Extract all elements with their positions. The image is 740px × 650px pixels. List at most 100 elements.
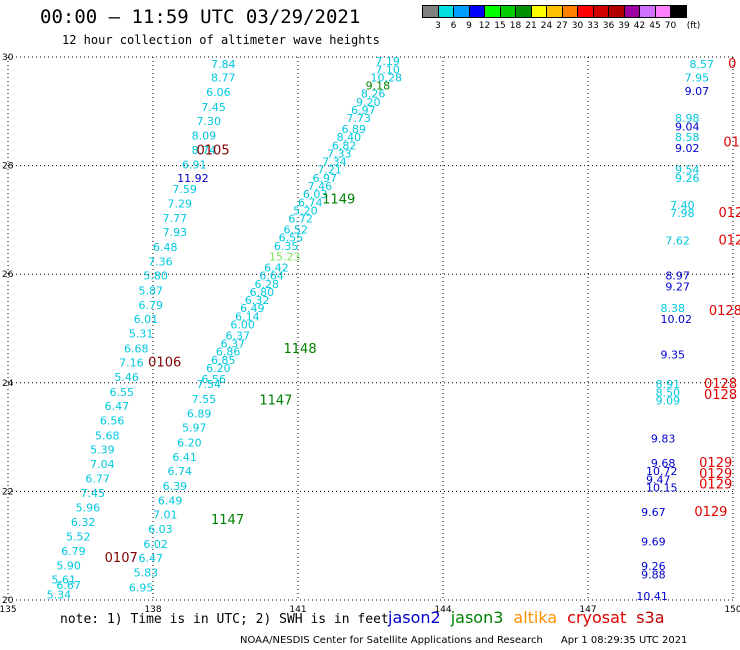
wave-height-label: 6.48 — [153, 241, 178, 254]
wave-height-label: 7.36 — [148, 256, 173, 269]
lon-tick-label: 147 — [579, 605, 596, 615]
colorbar-label: 15 — [494, 21, 506, 31]
wave-height-label: 6.14 — [235, 310, 260, 323]
wave-height-label: 6.56 — [201, 373, 226, 386]
wave-height-label: 7.40 — [670, 199, 695, 212]
wave-height-label: 6.00 — [230, 319, 255, 332]
wave-height-label: 10.15 — [646, 481, 678, 494]
wave-height-label: 7.19 — [375, 55, 400, 68]
wave-height-label: 8.77 — [211, 71, 236, 84]
wave-height-label: 6.03 — [148, 523, 173, 536]
wave-height-label: 6.72 — [288, 213, 313, 226]
wave-height-label: 5.90 — [56, 560, 80, 573]
wave-height-label: 7.54 — [197, 378, 222, 391]
lon-tick-label: 141 — [289, 605, 306, 615]
lat-tick-label: 26 — [2, 270, 14, 280]
wave-height-label: 6.97 — [313, 172, 338, 185]
lat-tick-label: 24 — [2, 379, 14, 389]
wave-height-label: 5.96 — [76, 501, 101, 514]
colorbar-label: 27 — [556, 21, 568, 31]
wave-height-label: 6.68 — [124, 342, 149, 355]
wave-height-label: 9.83 — [651, 433, 676, 446]
wave-height-label: 7.98 — [670, 207, 695, 220]
wave-height-label: 5.68 — [95, 429, 120, 442]
wave-height-label: 6.52 — [284, 223, 309, 236]
wave-height-label: 6.82 — [332, 139, 357, 152]
lon-tick-label: 144 — [434, 605, 451, 615]
wave-height-label: 6.37 — [221, 338, 246, 351]
track-id-label: 012 — [719, 233, 740, 248]
track-id-label: 0 — [728, 57, 736, 72]
lon-tick-label: 135 — [0, 605, 17, 615]
wave-height-label: 5.46 — [114, 371, 139, 384]
wave-height-label: 7.84 — [211, 58, 236, 71]
colorbar-label: 42 — [633, 21, 646, 31]
wave-height-label: 9.69 — [641, 536, 666, 549]
wave-height-label: 5.52 — [66, 530, 91, 543]
track-id-label: 0129 — [699, 467, 732, 482]
wave-height-label: 9.26 — [641, 560, 666, 573]
colorbar-swatch — [670, 5, 687, 18]
satellite-legend-item: s3a — [636, 608, 665, 627]
colorbar-label: 3 — [435, 21, 441, 31]
lat-tick-label: 22 — [2, 487, 13, 497]
wave-height-label: 9.09 — [656, 395, 681, 408]
track-id-label: 0128 — [704, 388, 737, 403]
colorbar-label: 33 — [587, 21, 599, 31]
wave-height-label: 5.87 — [139, 284, 164, 297]
lon-tick-label: 150 — [724, 605, 740, 615]
wave-height-label: 6.47 — [139, 552, 164, 565]
wave-height-label: 7.62 — [665, 234, 690, 247]
wave-height-label: 8.09 — [192, 130, 217, 143]
wave-height-label: 6.89 — [187, 408, 212, 421]
wave-height-label: 9.35 — [661, 348, 686, 361]
wave-height-label: 6.97 — [351, 104, 376, 117]
wave-height-label: 5.39 — [90, 443, 115, 456]
colorbar-label: 36 — [602, 21, 615, 31]
wave-height-label: 9.68 — [651, 457, 676, 470]
track-id-label: 0105 — [197, 144, 230, 159]
wave-height-label: 8.98 — [675, 112, 700, 125]
track-id-label: 0129 — [699, 478, 732, 493]
track-id-label: 1149 — [322, 193, 355, 208]
satellite-legend-item: jason2 — [388, 608, 441, 627]
wave-height-label: 5.20 — [293, 204, 318, 217]
colorbar — [422, 5, 687, 18]
wave-height-label: 6.03 — [303, 188, 328, 201]
page-subtitle: 12 hour collection of altimeter wave hei… — [62, 33, 380, 47]
wave-height-label: 6.37 — [226, 329, 251, 342]
colorbar-label: 39 — [618, 21, 630, 31]
credit-date: Apr 1 08:29:35 UTC 2021 — [560, 635, 688, 646]
colorbar-label: 12 — [478, 21, 491, 31]
wave-height-label: 7.77 — [163, 212, 188, 225]
wave-height-label: 6.56 — [100, 415, 125, 428]
wave-height-label: 6.55 — [279, 232, 304, 245]
wave-height-label: 8.50 — [656, 386, 681, 399]
wave-height-label: 6.55 — [110, 386, 135, 399]
wave-height-label: 7.59 — [172, 183, 197, 196]
wave-height-label: 6.79 — [139, 299, 164, 312]
wave-height-label: 10.41 — [636, 590, 668, 603]
track-id-label: 0129 — [699, 456, 732, 471]
lat-tick-label: 20 — [2, 596, 14, 606]
wave-height-label: 6.28 — [255, 278, 280, 291]
wave-height-label: 7.01 — [153, 509, 178, 522]
wave-height-label: 8.40 — [337, 131, 362, 144]
track-id-label: 012 — [719, 206, 740, 221]
colorbar-label: 30 — [571, 21, 584, 31]
wave-height-label: 5.97 — [182, 422, 207, 435]
track-id-label: 0129 — [694, 505, 727, 520]
page-title: 00:00 – 11:59 UTC 03/29/2021 — [40, 6, 361, 28]
track-id-label: 0128 — [709, 304, 740, 319]
satellite-legend-item: jason3 — [450, 608, 504, 627]
wave-height-label: 8.26 — [361, 88, 386, 101]
satellite-legend-item: altika — [513, 608, 558, 627]
track-id-label: 0106 — [148, 356, 181, 371]
track-id-label: 1147 — [259, 394, 292, 409]
wave-height-label: 5.31 — [129, 328, 154, 341]
wave-height-label: 9.20 — [356, 96, 381, 109]
wave-height-label: 5.61 — [52, 574, 77, 587]
wave-height-label: 6.02 — [143, 538, 168, 551]
wave-height-label: 9.67 — [641, 506, 666, 519]
wave-height-label: 11.92 — [177, 172, 209, 185]
